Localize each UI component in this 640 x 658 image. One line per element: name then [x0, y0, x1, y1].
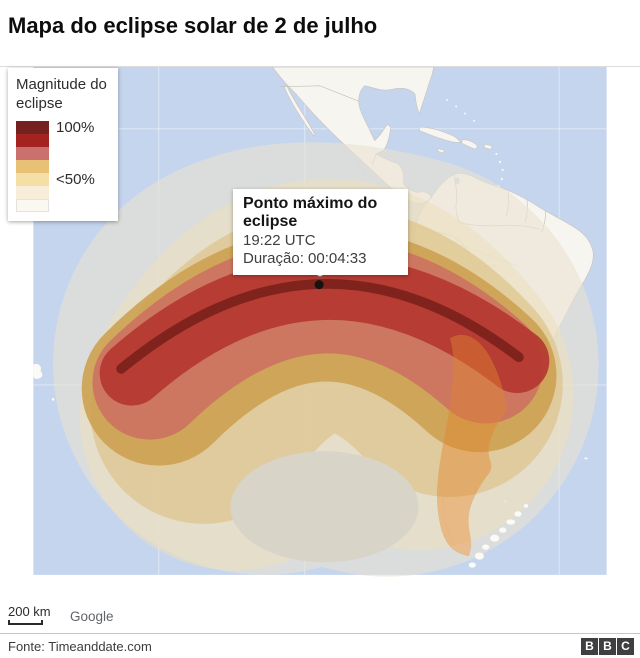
bahamas: [446, 99, 476, 122]
baja-california: [283, 85, 316, 137]
legend-label: <50%: [56, 170, 95, 188]
legend-item: [16, 133, 110, 147]
jamaica: [436, 148, 445, 154]
max-point-callout: Ponto máximo do eclipse 19:22 UTC Duraçã…: [233, 189, 408, 275]
scale-label: 200 km: [8, 604, 51, 619]
antarctic-peninsula: [468, 457, 588, 568]
legend-item: [16, 198, 110, 212]
bbc-logo-block: C: [617, 638, 634, 655]
legend-swatch: [16, 172, 49, 186]
legend-item: [16, 159, 110, 173]
callout-duration: Duração: 00:04:33: [243, 250, 367, 268]
islands: [33, 363, 588, 568]
scale-bar: [8, 620, 43, 625]
legend-title: Magnitude do eclipse: [16, 76, 107, 112]
legend-item: [16, 185, 110, 199]
max-eclipse-point: [314, 280, 324, 290]
map-attribution: Google: [70, 609, 114, 624]
pacific-island: [33, 363, 43, 379]
puerto-rico: [483, 143, 493, 150]
legend-item: [16, 146, 110, 160]
source-credit: Fonte: Timeanddate.com: [8, 639, 152, 654]
cuba: [419, 126, 462, 143]
legend-swatch: [16, 185, 49, 199]
legend-item: 100%: [16, 118, 110, 136]
legend-swatch: [16, 159, 49, 173]
legend: Magnitude do eclipse 100% <50%: [8, 68, 118, 221]
legend-item: <50%: [16, 170, 110, 188]
callout-time: 19:22 UTC: [243, 231, 316, 249]
legend-scale: 100% <50%: [16, 118, 110, 212]
legend-swatch: [16, 146, 49, 160]
callout-title: Ponto máximo do eclipse: [243, 195, 378, 230]
legend-swatch: [16, 120, 49, 134]
bbc-logo-block: B: [581, 638, 598, 655]
legend-swatch: [16, 198, 49, 212]
map-canvas: [33, 67, 607, 577]
south-contour-dip: [230, 451, 419, 563]
map: [0, 66, 640, 634]
legend-label: 100%: [56, 118, 95, 136]
bbc-logo-block: B: [599, 638, 616, 655]
hispaniola: [461, 139, 479, 150]
page-title: Mapa do eclipse solar de 2 de julho: [8, 13, 378, 38]
map-scale: 200 km: [0, 601, 62, 632]
legend-swatch: [16, 133, 49, 147]
